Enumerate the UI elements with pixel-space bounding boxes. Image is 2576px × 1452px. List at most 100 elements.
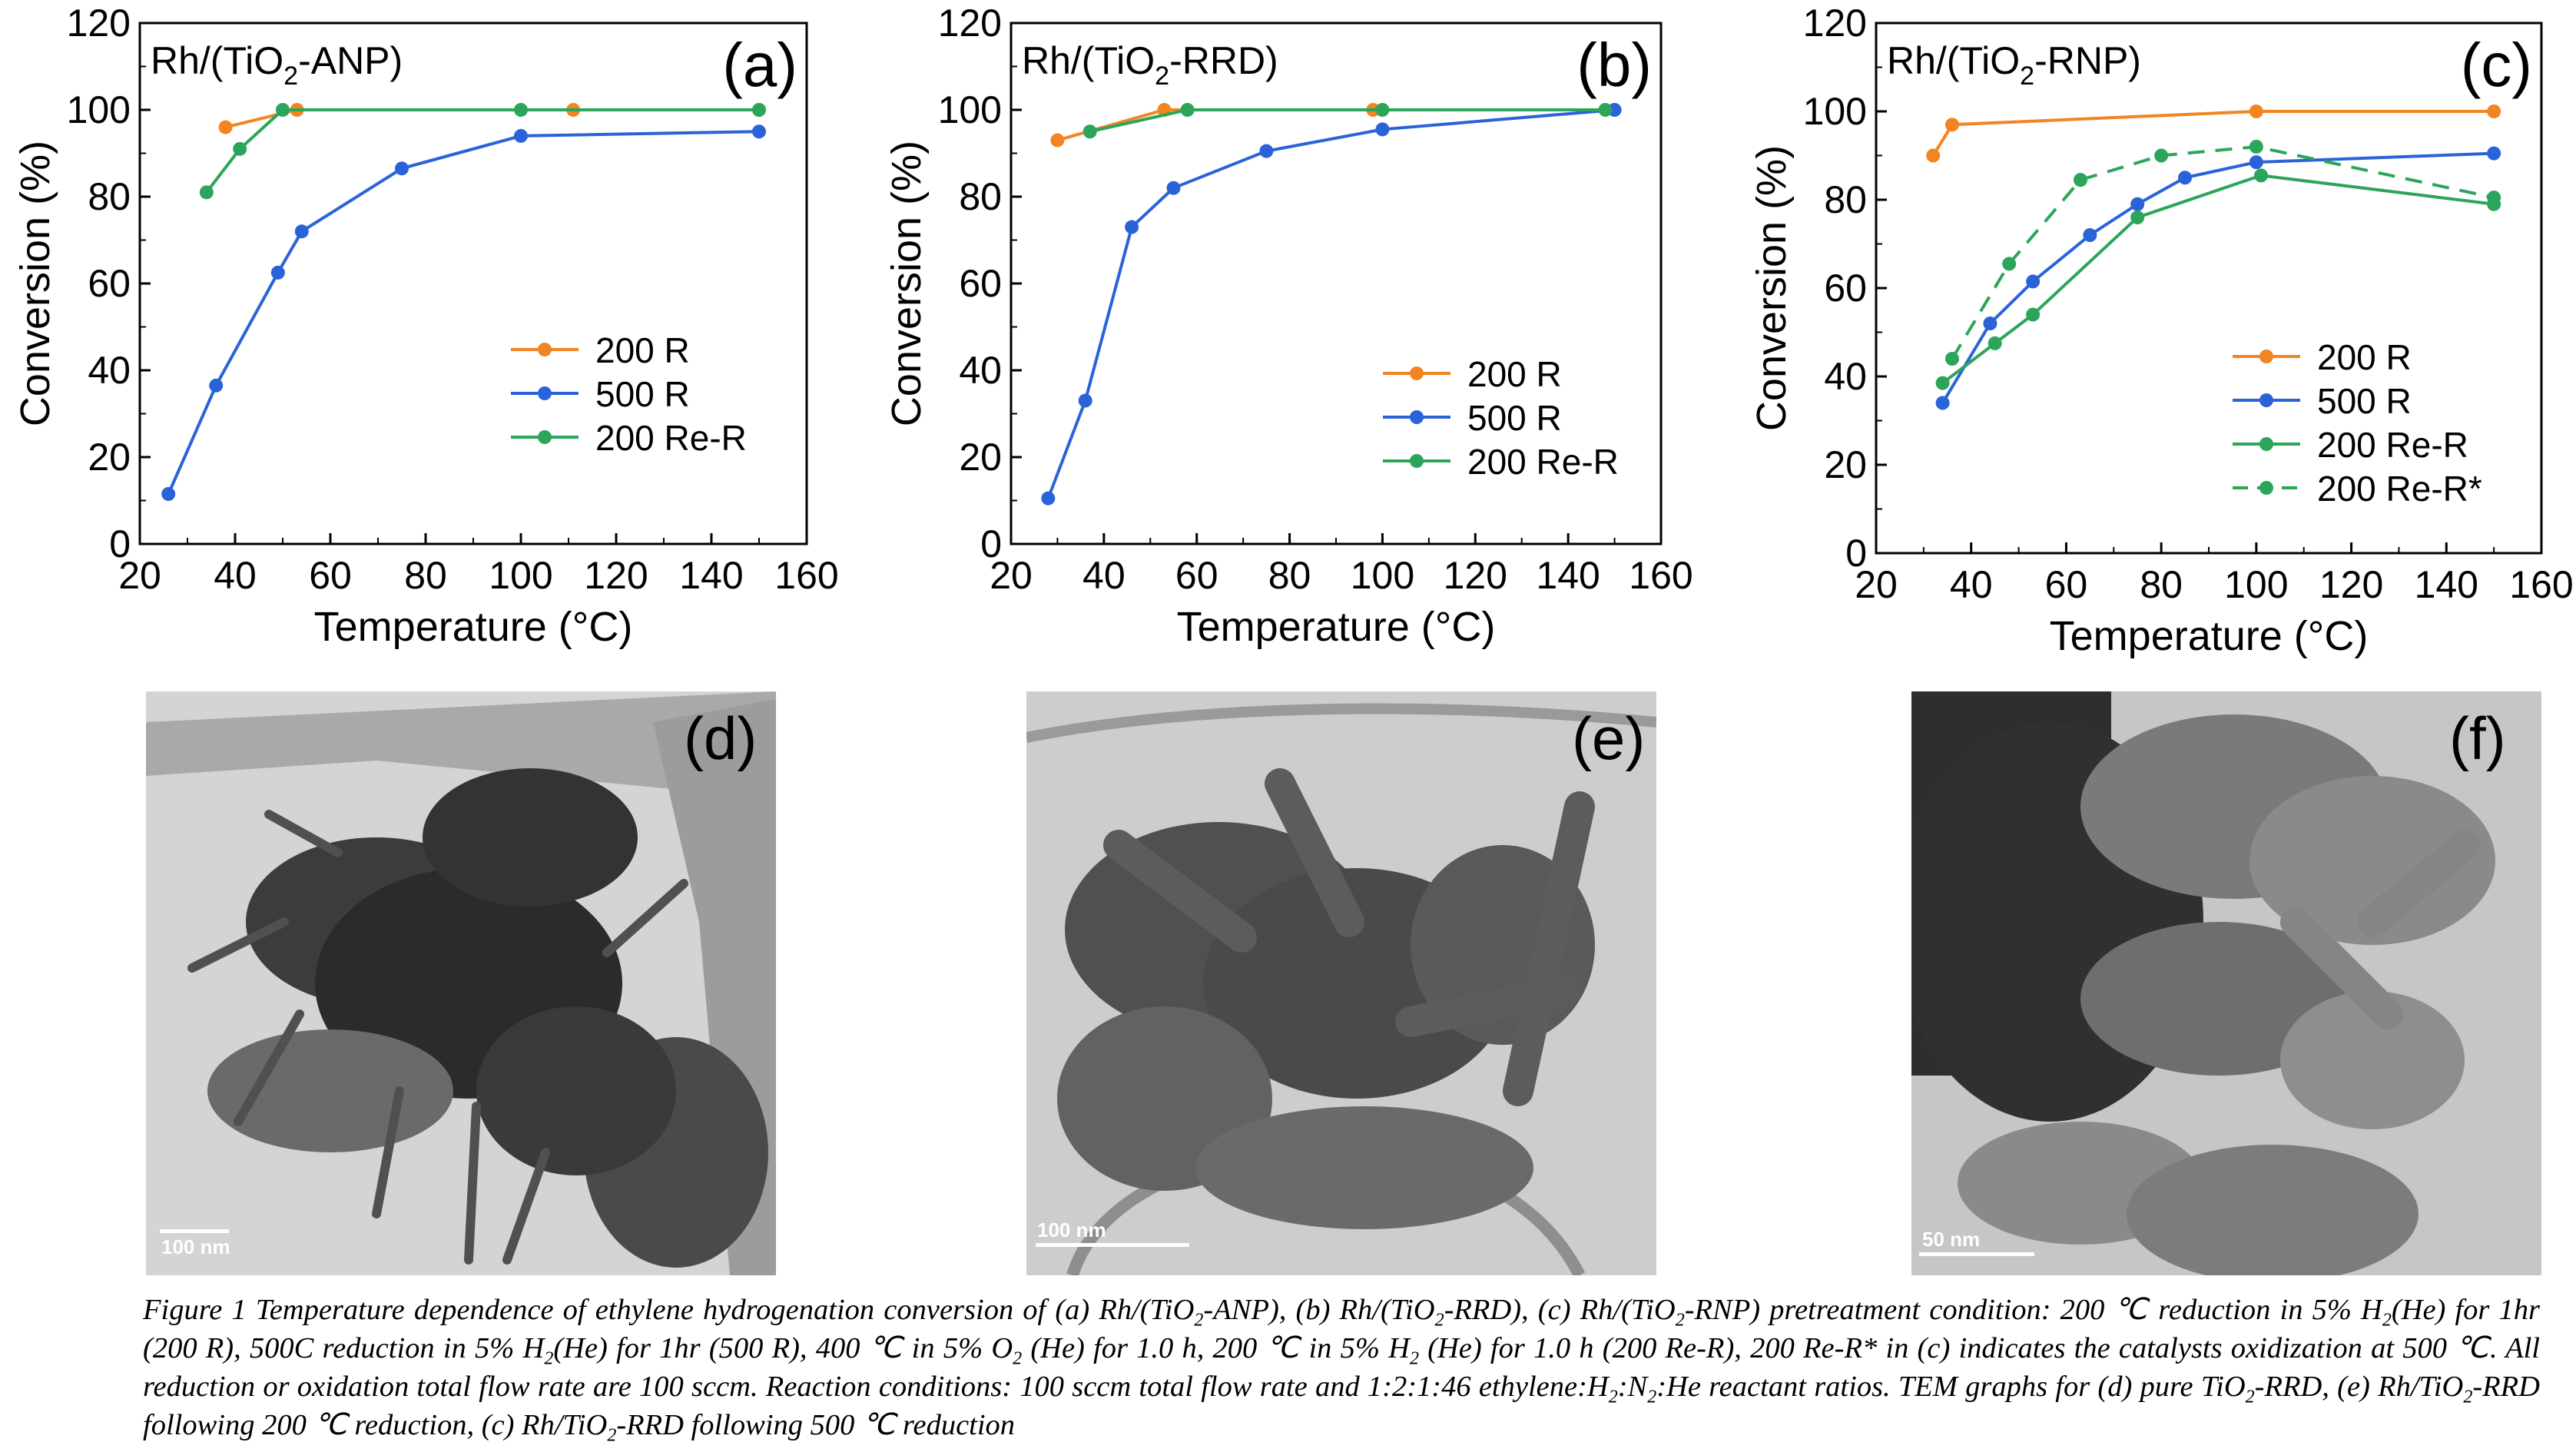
- x-tick-label: 100: [2224, 563, 2288, 606]
- data-point: [1082, 124, 1097, 139]
- panel-label: (a): [722, 31, 797, 99]
- y-tick-label: 40: [1824, 355, 1867, 398]
- x-tick-label: 160: [2509, 563, 2573, 606]
- legend-label: 200 Re-R: [2317, 425, 2468, 465]
- tem-micrograph-e: [1026, 691, 1656, 1275]
- caption-subscript: 2: [2245, 1387, 2255, 1407]
- charts-canvas: 20 40 60 80 100 120 140 160020406080100120Tempe…: [12, 2, 2574, 659]
- caption-subscript: 2: [544, 1348, 554, 1369]
- panel-label: (c): [2461, 31, 2532, 99]
- caption-text: -RRD following 200 ℃ reduction, (c) Rh/T…: [143, 1371, 2540, 1441]
- plot-frame: [138, 22, 808, 545]
- sample-label: Rh/(TiO2-ANP): [151, 39, 403, 91]
- data-point: [233, 141, 247, 156]
- scalebar-label-f: 50 nm: [1922, 1228, 1981, 1251]
- data-point: [1259, 144, 1274, 158]
- y-axis-label: Conversion (%): [12, 141, 58, 426]
- legend-marker: [1410, 410, 1424, 424]
- data-point: [2002, 257, 2017, 271]
- data-point: [514, 103, 528, 117]
- y-tick-label: 100: [67, 88, 131, 131]
- x-tick-label: 100: [489, 554, 552, 597]
- legend-label: 200 Re-R*: [2317, 469, 2482, 509]
- chart-b: 20 40 60 80 100 120 140 160020406080100120Tempe…: [884, 2, 1693, 650]
- data-point: [2178, 171, 2193, 185]
- sample-label-suffix: -RRD): [1169, 39, 1278, 82]
- data-point: [2487, 146, 2501, 161]
- data-point: [395, 161, 409, 176]
- data-point: [2154, 148, 2169, 163]
- caption-text: -ANP), (b) Rh/(TiO: [1203, 1294, 1435, 1326]
- y-tick-label: 60: [1824, 267, 1867, 310]
- y-tick-label: 40: [88, 349, 131, 392]
- x-tick-label: 40: [214, 554, 257, 597]
- x-tick-label: 20: [118, 554, 161, 597]
- series-line: [1931, 110, 2495, 157]
- legend-label: 500 R: [2317, 381, 2412, 421]
- caption-text: (He) for 1.0 h (200 Re-R), 200 Re-R* in …: [143, 1332, 2541, 1403]
- data-point: [514, 128, 528, 143]
- y-tick-label: 0: [109, 522, 131, 565]
- data-point: [1935, 396, 1950, 410]
- legend-marker: [538, 386, 552, 400]
- x-tick-label: 100: [1351, 554, 1414, 597]
- series-line: [225, 108, 759, 129]
- sample-label-suffix: -RNP): [2034, 39, 2141, 82]
- data-point: [1988, 336, 2002, 350]
- y-tick-label: 0: [980, 522, 1002, 565]
- series-line: [1951, 144, 2495, 360]
- data-point: [199, 185, 214, 200]
- sample-label-main: Rh/(TiO: [1887, 39, 2020, 82]
- sample-label: Rh/(TiO2-RNP): [1887, 39, 2141, 91]
- caption-text: Figure 1 Temperature dependence of ethyl…: [143, 1294, 1195, 1326]
- y-tick-label: 100: [1803, 90, 1867, 133]
- data-point: [2487, 104, 2501, 118]
- data-point: [209, 378, 224, 393]
- x-tick-label: 40: [1950, 563, 1993, 606]
- data-point: [1375, 122, 1390, 137]
- data-point: [752, 103, 766, 117]
- x-axis-label: Temperature (°C): [1177, 604, 1496, 650]
- legend-marker: [538, 343, 552, 356]
- data-point: [2026, 307, 2041, 322]
- panel-label: (b): [1576, 31, 1652, 99]
- x-tick-label: 40: [1082, 554, 1126, 597]
- data-point: [2249, 155, 2263, 170]
- sample-label-subscript: 2: [1155, 61, 1169, 91]
- figure-caption: Figure 1 Temperature dependence of ethyl…: [143, 1291, 2541, 1445]
- caption-subscript: 2: [1608, 1387, 1618, 1407]
- y-tick-label: 80: [88, 175, 131, 218]
- sample-label-subscript: 2: [283, 61, 298, 91]
- legend-marker: [2259, 350, 2273, 363]
- data-point: [752, 124, 766, 139]
- x-tick-label: 140: [1536, 554, 1600, 597]
- legend-marker: [1410, 366, 1424, 380]
- data-point: [1125, 220, 1139, 234]
- legend-marker: [2259, 393, 2273, 407]
- legend-label: 200 R: [2317, 337, 2412, 377]
- x-tick-label: 120: [2319, 563, 2383, 606]
- data-point: [2487, 191, 2501, 205]
- y-tick-label: 60: [88, 262, 131, 305]
- series-line: [1089, 108, 1606, 134]
- data-point: [1598, 103, 1613, 117]
- x-tick-label: 140: [2415, 563, 2478, 606]
- y-tick-label: 40: [959, 349, 1002, 392]
- x-tick-label: 120: [1444, 554, 1507, 597]
- caption-subscript: 2: [2382, 1310, 2392, 1331]
- caption-subscript: 2: [1013, 1348, 1023, 1369]
- data-point: [2083, 228, 2097, 242]
- caption-text: -RRD, (e) Rh/TiO: [2254, 1371, 2464, 1403]
- data-point: [294, 224, 309, 239]
- x-tick-label: 80: [2140, 563, 2183, 606]
- tem-image-e: (e) 100 nm: [1026, 691, 1656, 1275]
- data-point: [2130, 197, 2145, 211]
- data-point: [2073, 173, 2087, 187]
- x-tick-label: 160: [774, 554, 838, 597]
- sample-label-suffix: -ANP): [298, 39, 403, 82]
- tem-micrograph-f: [1911, 691, 2541, 1275]
- legend-label: 500 R: [595, 374, 690, 414]
- legend-marker: [2259, 481, 2273, 495]
- data-point: [218, 120, 233, 134]
